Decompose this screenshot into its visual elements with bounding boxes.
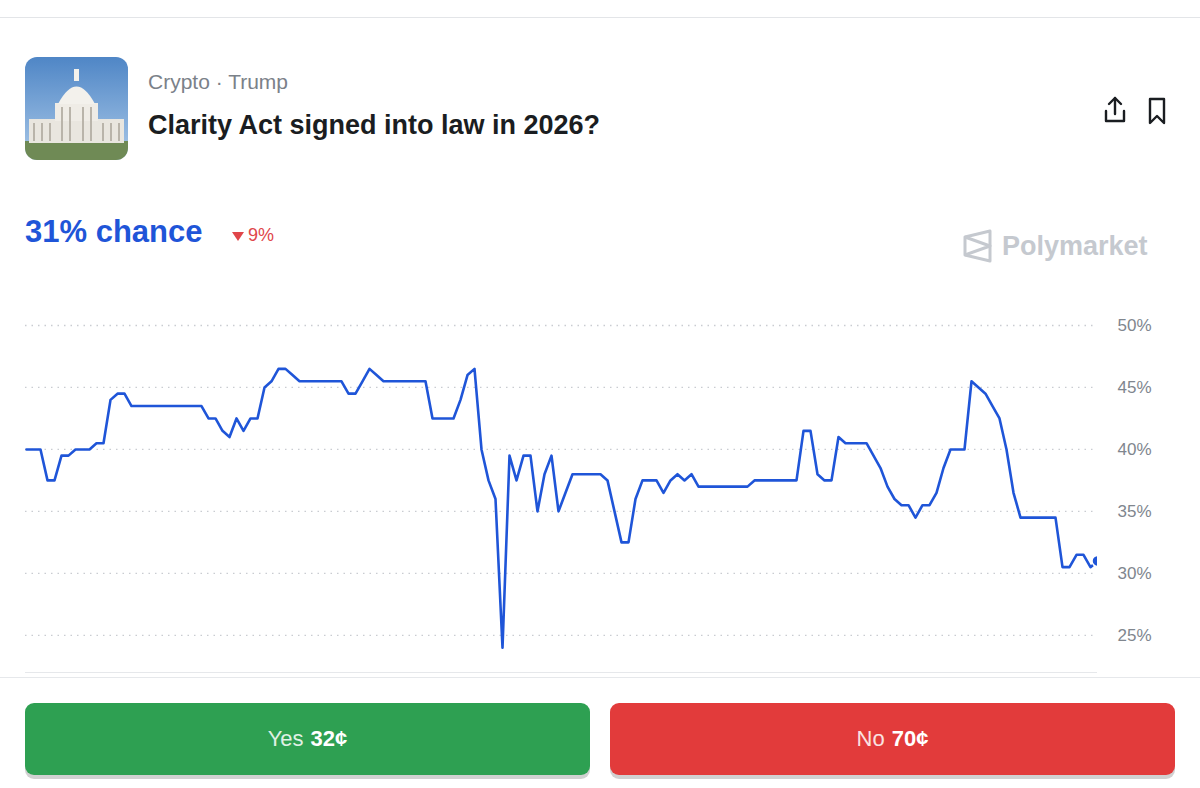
html-text:31% chance: 31% chance (25, 214, 203, 249)
html-text:Crypto · Trump: Crypto · Trump (148, 70, 288, 93)
svg-text:25%: 25% (1118, 626, 1152, 645)
html-text:Yes 32¢: Yes 32¢ (267, 726, 348, 751)
svg-text:30%: 30% (1118, 564, 1152, 583)
svg-text:40%: 40% (1118, 440, 1152, 459)
svg-text:50%: 50% (1118, 316, 1152, 335)
svg-text:45%: 45% (1118, 378, 1152, 397)
html-text:9%: 9% (248, 225, 274, 245)
html-text:Polymarket: Polymarket (1002, 230, 1148, 261)
html-text:Clarity Act signed into law in: Clarity Act signed into law in 2026? (148, 110, 601, 140)
svg-text:35%: 35% (1118, 502, 1152, 521)
html-text:No 70¢: No 70¢ (856, 726, 929, 751)
